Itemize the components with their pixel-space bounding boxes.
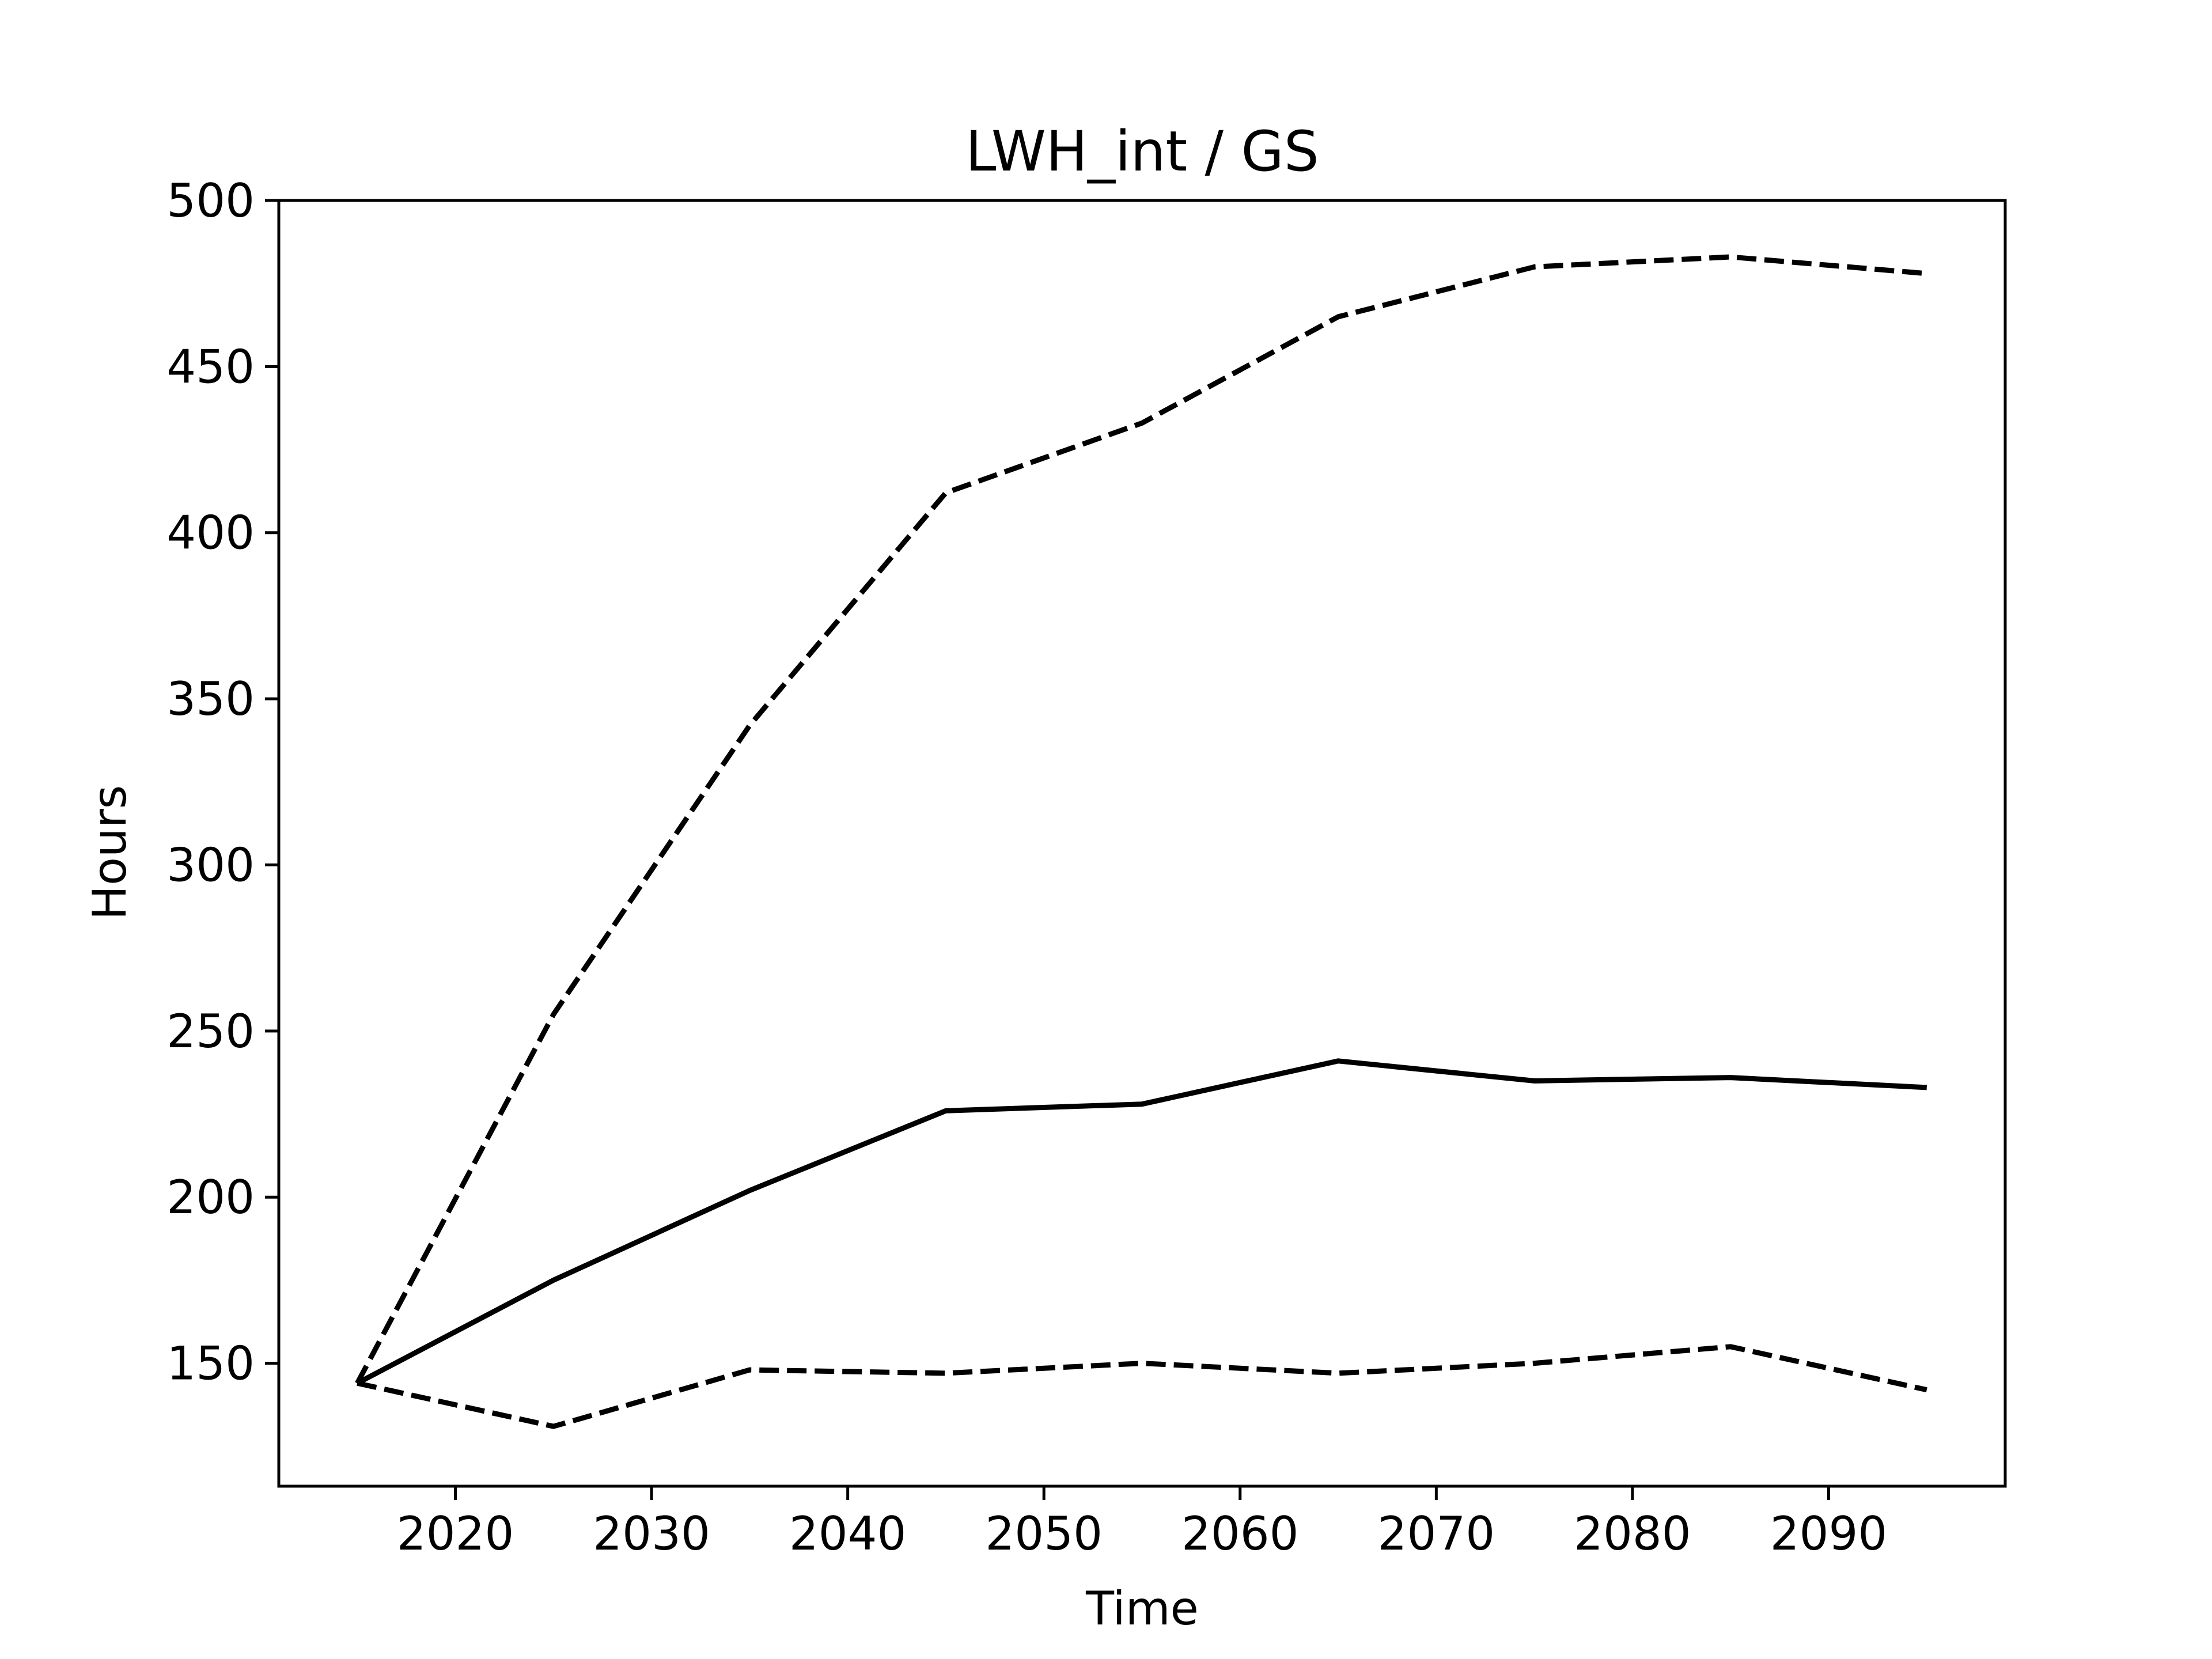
x-tick-label: 2050: [985, 1507, 1103, 1560]
y-axis: 150 200 250 300 350 400 450 500: [166, 174, 279, 1391]
x-tick-label: 2020: [397, 1507, 514, 1560]
x-tick-label: 2040: [789, 1507, 907, 1560]
x-axis: 2020 2030 2040 2050 2060 2070 2080 2090: [397, 1486, 1888, 1560]
x-tick-label: 2080: [1574, 1507, 1691, 1560]
y-tick-label: 450: [166, 340, 255, 393]
series-line-2: [356, 1058, 1927, 1386]
series-line-1: [355, 254, 1927, 1385]
chart-title: LWH_int / GS: [965, 119, 1319, 184]
y-tick-label: 500: [166, 174, 255, 228]
y-tick-label: 200: [166, 1171, 255, 1224]
series-line-3: [357, 1344, 1927, 1429]
y-tick-label: 300: [166, 838, 255, 892]
plot-area: [277, 199, 2007, 1488]
y-tick-label: 350: [166, 672, 255, 726]
y-tick-label: 250: [166, 1005, 255, 1058]
plot-frame: [277, 199, 2007, 1488]
x-tick-label: 2070: [1378, 1507, 1495, 1560]
x-tick-label: 2090: [1770, 1507, 1888, 1560]
series-layer: [355, 254, 1927, 1429]
x-tick-label: 2030: [593, 1507, 710, 1560]
x-tick-label: 2060: [1181, 1507, 1299, 1560]
y-tick-label: 400: [166, 506, 255, 560]
y-tick-label: 150: [166, 1337, 255, 1391]
x-axis-label: Time: [1085, 1582, 1199, 1635]
y-axis-label: Hours: [83, 785, 137, 920]
